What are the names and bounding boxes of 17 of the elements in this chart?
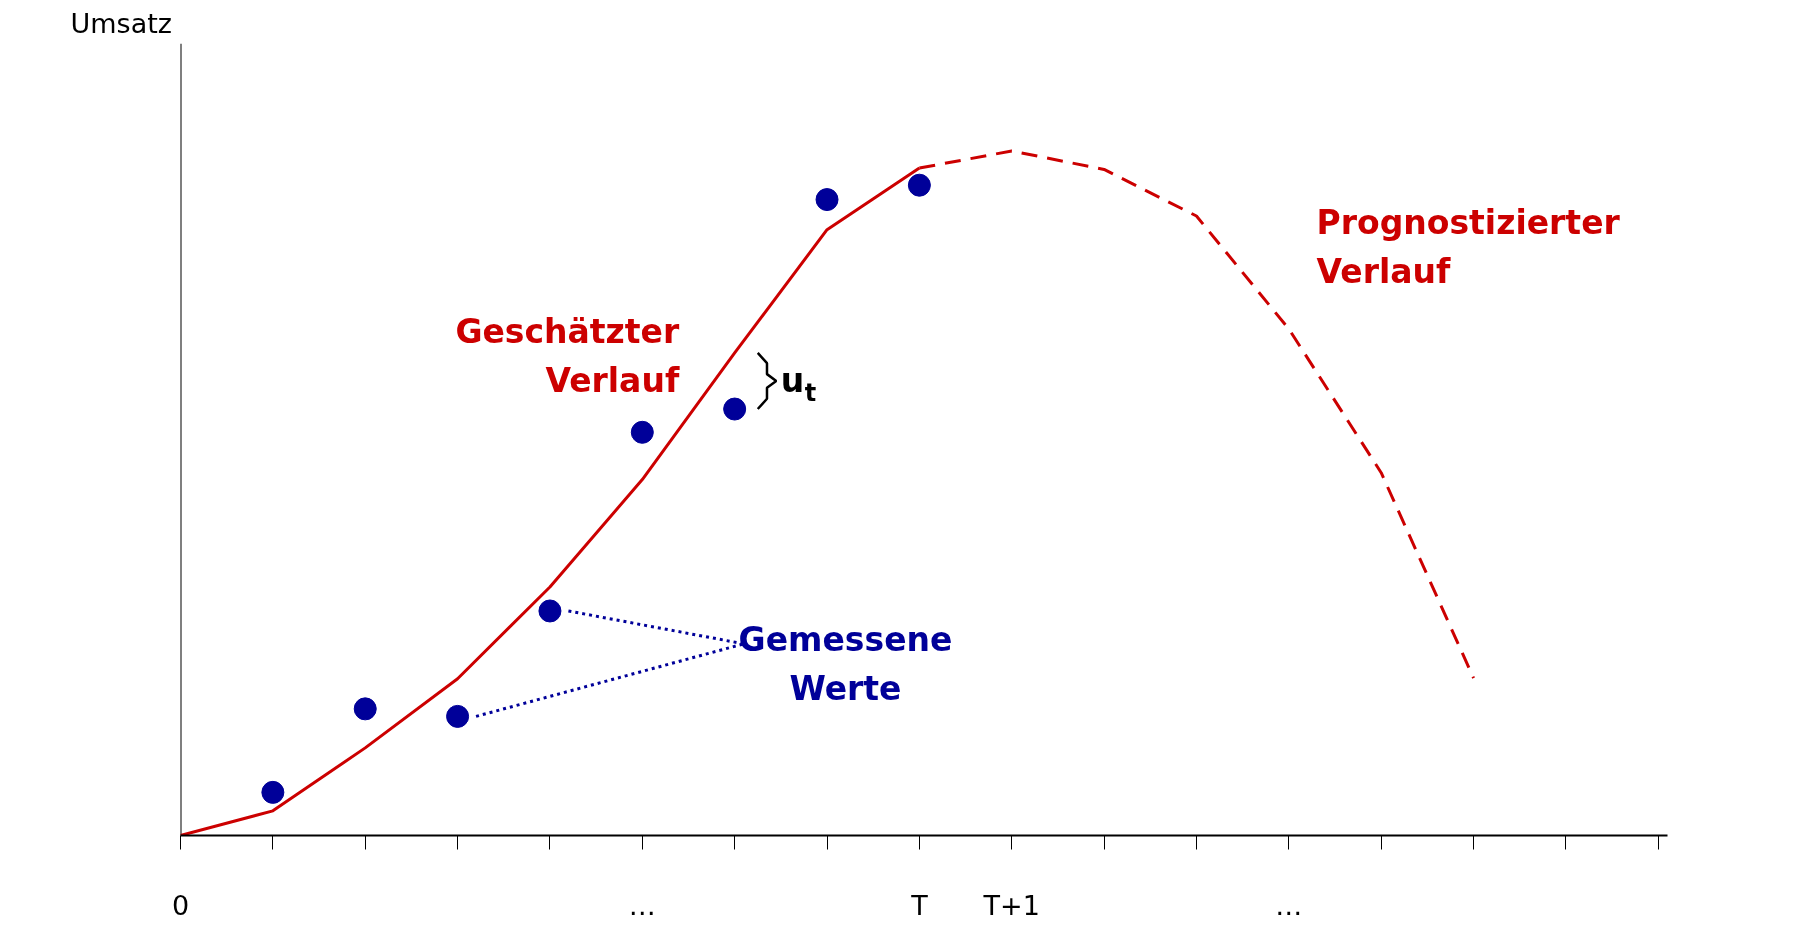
y-axis-title: Umsatz bbox=[70, 7, 172, 39]
point bbox=[630, 420, 654, 444]
point bbox=[815, 188, 839, 212]
point bbox=[538, 599, 562, 623]
x-tick-label: … bbox=[628, 889, 656, 921]
x-tick-label: 0 bbox=[171, 889, 190, 921]
series-label: Geschätzter Verlauf bbox=[455, 312, 680, 401]
point bbox=[261, 780, 285, 804]
x-tick-label: … bbox=[1275, 889, 1303, 921]
point bbox=[907, 173, 931, 197]
point bbox=[446, 704, 470, 728]
point bbox=[353, 697, 377, 721]
series-label: Prognostizierter Verlauf bbox=[1316, 202, 1621, 291]
x-tick-label: T+1 bbox=[982, 889, 1040, 921]
x-tick-label: T bbox=[910, 889, 929, 921]
point bbox=[723, 397, 747, 421]
text: Gemessene Werte bbox=[738, 620, 953, 709]
